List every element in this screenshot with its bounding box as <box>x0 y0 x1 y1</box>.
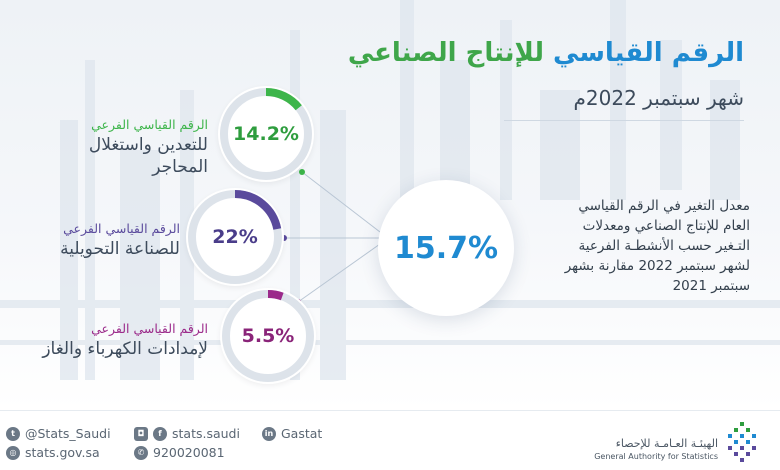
footer-social[interactable]: ◘ f stats.saudi <box>134 426 240 441</box>
progress-ring-icon <box>188 190 282 284</box>
indicator-label-electricity: الرقم القياسي الفرعي لإمدادات الكهرباء و… <box>42 320 208 360</box>
twitter-icon: t <box>6 426 20 441</box>
page-subtitle: شهر سبتمبر 2022م <box>573 86 744 110</box>
footer-website[interactable]: ◎ stats.gov.sa <box>6 445 100 460</box>
description-text: معدل التغير في الرقم القياسي العام للإنت… <box>564 198 750 294</box>
indicator-label-big: للصناعة التحويلية <box>60 239 180 259</box>
indicator-label-big: للتعدين واستغلال <box>88 135 208 155</box>
indicator-value-mining: 14.2% <box>233 123 299 145</box>
overall-value: 15.7% <box>393 230 499 266</box>
indicator-label-small: الرقم القياسي الفرعي <box>91 321 208 336</box>
website-url: stats.gov.sa <box>25 445 100 460</box>
instagram-icon: ◘ <box>134 426 148 441</box>
background-factory-image <box>0 0 780 410</box>
footer-twitter[interactable]: t @Stats_Saudi <box>6 426 111 441</box>
phone-number: 920020081 <box>153 445 225 460</box>
footer-linkedin[interactable]: in Gastat <box>262 426 322 441</box>
indicator-label-manufacturing: الرقم القياسي الفرعي للصناعة التحويلية <box>60 220 180 260</box>
indicator-value-manufacturing: 22% <box>212 226 258 248</box>
social-handle: stats.saudi <box>172 426 240 441</box>
phone-icon: ✆ <box>134 445 148 460</box>
twitter-handle: @Stats_Saudi <box>25 426 111 441</box>
indicator-ring-manufacturing: 22% <box>186 188 284 286</box>
org-name-english: General Authority for Statistics <box>594 452 718 461</box>
overall-value-circle: 15.7% <box>378 180 514 316</box>
gastat-logo-icon <box>728 422 756 462</box>
facebook-icon: f <box>153 426 167 441</box>
globe-icon: ◎ <box>6 445 20 460</box>
indicator-ring-mining: 14.2% <box>218 86 314 182</box>
linkedin-icon: in <box>262 426 276 441</box>
indicator-label-small: الرقم القياسي الفرعي <box>91 117 208 132</box>
indicator-label-big-line2: المحاجر <box>152 157 208 177</box>
indicator-ring-electricity: 5.5% <box>220 288 316 384</box>
title-part-1: الرقم القياسي <box>553 38 744 68</box>
title-part-2: للإنتاج الصناعي <box>347 38 544 68</box>
indicator-value-electricity: 5.5% <box>241 325 295 347</box>
title-divider <box>504 120 744 121</box>
indicator-label-small: الرقم القياسي الفرعي <box>63 221 180 236</box>
progress-ring-icon <box>222 290 314 382</box>
page-title: الرقم القياسي للإنتاج الصناعي <box>348 38 744 68</box>
indicator-label-big: لإمدادات الكهرباء والغاز <box>42 339 208 359</box>
progress-ring-icon <box>220 88 312 180</box>
linkedin-handle: Gastat <box>281 426 323 441</box>
connector-lines <box>281 169 381 305</box>
org-name-arabic: الهيئـة العـامـة للإحصاء <box>615 437 718 450</box>
indicator-label-mining: الرقم القياسي الفرعي للتعدين واستغلال ال… <box>89 116 208 178</box>
footer-bar <box>0 410 780 470</box>
footer-phone[interactable]: ✆ 920020081 <box>134 445 225 460</box>
